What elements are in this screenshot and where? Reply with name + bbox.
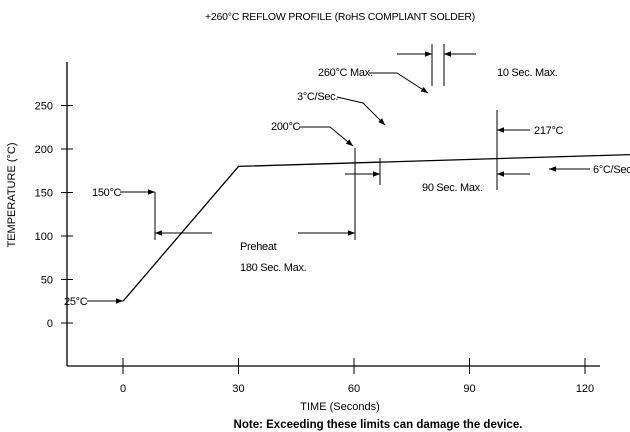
y-tick-label: 0 [47,318,53,330]
x-axis-ticks: 0306090120150180210240270300330360 [120,358,594,395]
preheat-label: Preheat [240,241,277,253]
x-tick-label: 0 [120,383,126,395]
y-tick-label: 200 [35,144,53,156]
y-tick-label: 250 [35,101,53,113]
annotation-cooling: 6°C/Sec [549,164,630,176]
warning-note: Note: Exceeding these limits can damage … [234,419,523,431]
chart-title: +260°C REFLOW PROFILE (RoHS COMPLIANT SO… [205,11,475,23]
peak-time-label: 10 Sec. Max. [497,67,558,79]
preheat-temp-label: 150°C [92,187,122,199]
peak-temp-label: 260°C Max. [318,67,373,79]
series-layer [122,153,630,302]
liquidus-time-label: 90 Sec. Max. [422,182,483,194]
x-tick-label: 120 [576,383,594,395]
start-temp-label: 25°C [64,296,88,308]
y-tick-label: 50 [41,275,53,287]
ramp-rate-arrow [336,96,386,126]
soak-end-temp-label: 200°C [271,121,301,133]
peak-temp-arrow [369,72,429,94]
y-axis-ticks: 0 50 100 150 200 250 [35,101,73,330]
annotation-liquidus: 217°C 90 Sec. Max. [422,110,564,194]
annotation-soak-end: 200°C [271,121,354,147]
y-tick-label: 100 [35,231,53,243]
annotation-peak-time: 10 Sec. Max. [397,44,558,86]
x-tick-label: 60 [348,383,360,395]
y-axis-title: TEMPERATURE (°C) [6,142,18,247]
y-tick-label: 150 [35,188,53,200]
annotation-ramp-rate: 3°C/Sec. [297,91,386,126]
x-axis-title: TIME (Seconds) [300,401,379,413]
ramp-rate-label: 3°C/Sec. [297,91,338,103]
annotation-liquidus-bracket-left [345,158,381,185]
annotation-preheat-temp: 150°C [92,187,155,199]
cooling-rate-label: 6°C/Sec [593,164,630,176]
reflow-profile-line [122,153,630,302]
annotation-preheat: Preheat 180 Sec. Max. [154,148,356,274]
annotation-peak: 260°C Max. [318,67,429,94]
soak-end-temp-arrow [299,126,354,147]
x-tick-label: 30 [232,383,244,395]
liquidus-temp-label: 217°C [534,125,564,137]
annotation-start: 25°C [64,296,123,308]
x-tick-label: 90 [463,383,475,395]
preheat-time-label: 180 Sec. Max. [240,262,307,274]
